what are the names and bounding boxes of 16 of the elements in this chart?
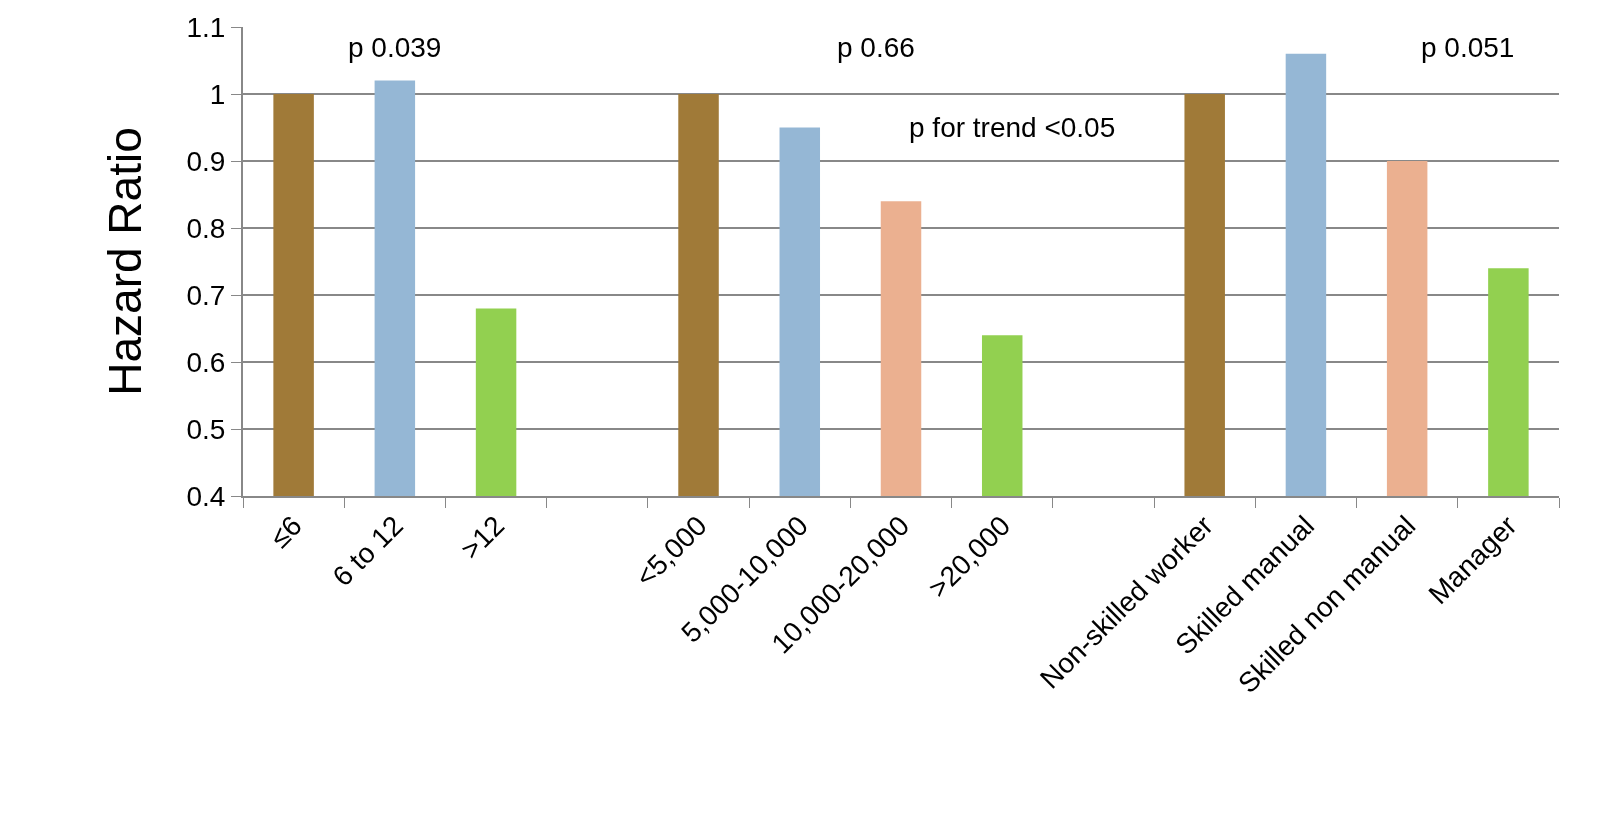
x-tick-label: 6 to 12 xyxy=(326,509,409,593)
y-tick-label: 0.9 xyxy=(186,145,226,177)
x-tick-label: >12 xyxy=(454,509,511,566)
y-tick-label: 1 xyxy=(209,78,226,110)
y-tick-label: 0.5 xyxy=(186,413,226,445)
y-tick-label: 0.6 xyxy=(186,346,226,378)
x-tick-label: ≤6 xyxy=(263,509,308,554)
annotation: p 0.66 xyxy=(837,32,915,63)
y-tick-label: 1.1 xyxy=(186,11,226,43)
y-tick-label: 0.7 xyxy=(186,279,226,311)
y-tick-label: 0.4 xyxy=(186,480,226,512)
y-tick-label: 0.8 xyxy=(186,212,226,244)
annotation: p 0.051 xyxy=(1421,32,1515,63)
y-axis-title: Hazard Ratio xyxy=(99,127,152,396)
annotation: p for trend <0.05 xyxy=(909,112,1116,143)
annotation: p 0.039 xyxy=(348,32,442,63)
